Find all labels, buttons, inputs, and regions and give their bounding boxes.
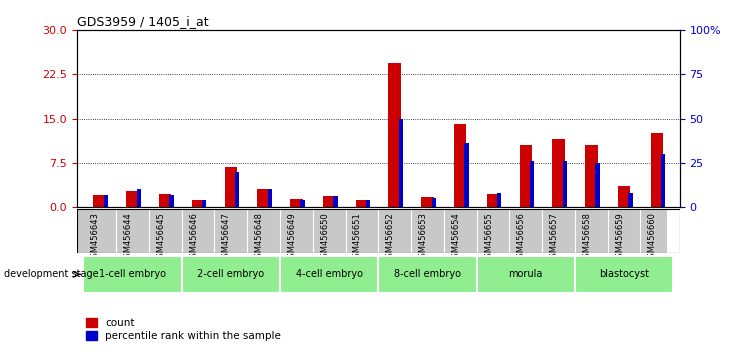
Text: GSM456653: GSM456653	[418, 212, 428, 263]
Text: GSM456643: GSM456643	[91, 212, 99, 263]
Bar	[202, 200, 206, 207]
Bar	[388, 63, 401, 207]
Bar	[280, 256, 379, 293]
Bar	[323, 196, 336, 207]
Bar	[421, 197, 433, 207]
Bar	[530, 161, 534, 207]
Bar	[585, 145, 597, 207]
Bar	[618, 187, 630, 207]
Text: GSM456651: GSM456651	[353, 212, 362, 263]
Text: GDS3959 / 1405_i_at: GDS3959 / 1405_i_at	[77, 15, 208, 28]
Bar	[487, 194, 499, 207]
Bar	[431, 198, 436, 207]
Text: GSM456657: GSM456657	[550, 212, 558, 263]
Bar	[563, 161, 567, 207]
Text: 8-cell embryo: 8-cell embryo	[394, 269, 461, 279]
Text: GSM456652: GSM456652	[386, 212, 395, 263]
Bar	[379, 256, 477, 293]
Bar	[170, 195, 174, 207]
Text: GSM456649: GSM456649	[287, 212, 296, 263]
Bar	[497, 193, 501, 207]
Bar	[356, 200, 368, 207]
Bar	[464, 143, 469, 207]
Bar	[553, 139, 565, 207]
Text: GSM456658: GSM456658	[583, 212, 591, 263]
Bar	[398, 119, 403, 207]
Bar	[651, 133, 663, 207]
Bar	[224, 167, 237, 207]
Bar	[235, 172, 239, 207]
Text: 2-cell embryo: 2-cell embryo	[197, 269, 265, 279]
Text: GSM456648: GSM456648	[254, 212, 264, 263]
Text: blastocyst: blastocyst	[599, 269, 649, 279]
Bar	[477, 256, 575, 293]
Text: GSM456655: GSM456655	[484, 212, 493, 263]
Text: GSM456647: GSM456647	[221, 212, 231, 263]
Bar	[257, 189, 270, 207]
Bar	[300, 200, 305, 207]
Bar	[366, 200, 371, 207]
Text: GSM456659: GSM456659	[615, 212, 624, 263]
Bar	[126, 190, 139, 207]
Bar	[94, 195, 106, 207]
Bar	[104, 195, 108, 207]
Bar	[575, 256, 673, 293]
Bar	[661, 154, 665, 207]
Bar	[290, 199, 303, 207]
Text: GSM456644: GSM456644	[124, 212, 132, 263]
Text: GSM456650: GSM456650	[320, 212, 329, 263]
Bar	[159, 194, 172, 207]
Bar	[628, 193, 632, 207]
Bar	[137, 189, 141, 207]
Bar	[454, 125, 466, 207]
Text: GSM456646: GSM456646	[189, 212, 198, 263]
Text: GSM456656: GSM456656	[517, 212, 526, 263]
Text: GSM456654: GSM456654	[451, 212, 461, 263]
Text: 4-cell embryo: 4-cell embryo	[295, 269, 363, 279]
Text: GSM456660: GSM456660	[648, 212, 657, 263]
Legend: count, percentile rank within the sample: count, percentile rank within the sample	[82, 314, 285, 345]
Text: morula: morula	[509, 269, 543, 279]
Bar	[192, 200, 204, 207]
Bar	[520, 145, 532, 207]
Bar	[595, 163, 599, 207]
Bar	[181, 256, 280, 293]
Text: GSM456645: GSM456645	[156, 212, 165, 263]
Text: 1-cell embryo: 1-cell embryo	[99, 269, 166, 279]
Bar	[268, 189, 272, 207]
Text: development stage: development stage	[4, 269, 98, 279]
Bar	[333, 196, 338, 207]
Bar	[83, 256, 181, 293]
